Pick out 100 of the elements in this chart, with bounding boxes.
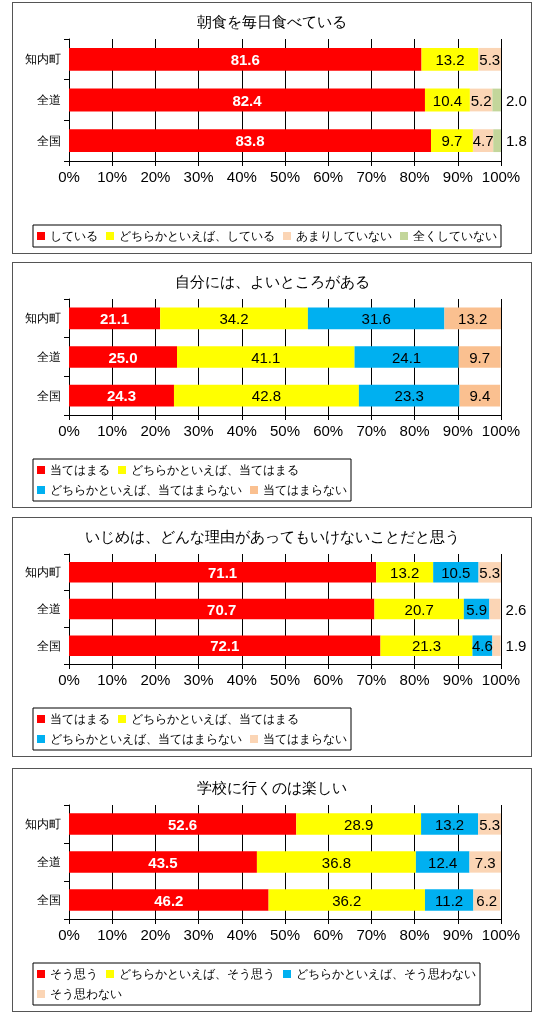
data-label: 9.4 xyxy=(469,387,491,405)
x-tick-label: 40% xyxy=(226,168,257,185)
data-label: 23.3 xyxy=(394,387,424,405)
bar xyxy=(307,307,445,330)
x-tick-label: 50% xyxy=(269,422,301,439)
bar xyxy=(354,346,459,368)
data-label: 12.4 xyxy=(428,853,458,871)
data-label: 9.7 xyxy=(469,348,491,366)
legend-label: どちらかといえば、そう思わない xyxy=(296,967,476,981)
bar xyxy=(69,88,425,112)
data-label: 46.2 xyxy=(154,891,184,909)
bar xyxy=(69,47,422,71)
x-tick-label: 40% xyxy=(226,671,257,688)
x-tick-label: 60% xyxy=(313,168,344,185)
data-label: 82.4 xyxy=(232,91,263,109)
legend-label: している xyxy=(50,229,98,243)
bar xyxy=(421,47,479,71)
data-label: 24.3 xyxy=(106,387,137,405)
x-tick-label: 0% xyxy=(58,926,80,943)
x-tick-label: 10% xyxy=(97,671,128,688)
y-tick-label: 全道 xyxy=(37,350,61,364)
data-label: 28.9 xyxy=(344,815,374,833)
bar xyxy=(69,598,375,620)
bar xyxy=(69,813,297,835)
x-tick-label: 100% xyxy=(481,671,521,688)
bar xyxy=(160,307,308,330)
data-label: 13.2 xyxy=(435,50,465,68)
x-tick-label: 80% xyxy=(399,168,430,185)
x-tick-label: 0% xyxy=(58,422,80,439)
data-label: 5.3 xyxy=(479,563,501,581)
data-label: 71.1 xyxy=(207,563,238,581)
chart-title: いじめは、どんな理由があってもいけないことだと思う xyxy=(84,528,460,545)
x-tick-label: 50% xyxy=(269,168,301,185)
x-tick-label: 90% xyxy=(442,168,473,185)
data-label: 41.1 xyxy=(251,348,281,366)
x-tick-label: 50% xyxy=(269,671,301,688)
x-tick-label: 80% xyxy=(399,422,430,439)
bar xyxy=(374,598,464,620)
data-label: 52.6 xyxy=(168,815,198,833)
x-tick-label: 90% xyxy=(442,671,473,688)
x-tick-label: 20% xyxy=(140,422,171,439)
bar xyxy=(69,562,377,583)
data-label: 21.1 xyxy=(99,309,130,327)
bar xyxy=(69,129,432,153)
x-tick-label: 90% xyxy=(442,422,473,439)
data-label: 1.9 xyxy=(505,637,527,655)
bar xyxy=(173,384,359,407)
legend-label: 当てはまる xyxy=(50,463,110,477)
x-tick-label: 100% xyxy=(481,926,521,943)
y-tick-label: 知内町 xyxy=(25,52,61,67)
data-label: 25.0 xyxy=(108,348,138,366)
data-label: 9.7 xyxy=(441,132,463,150)
data-label: 6.2 xyxy=(476,891,498,909)
data-label: 2.6 xyxy=(505,600,527,618)
data-label: 13.2 xyxy=(434,815,465,833)
legend-label: 当てはまる xyxy=(50,712,110,726)
data-label: 4.6 xyxy=(471,637,493,655)
data-label: 11.2 xyxy=(435,891,464,909)
legend-label: あまりしていない xyxy=(296,229,392,243)
y-tick-label: 全道 xyxy=(37,93,61,107)
x-tick-label: 60% xyxy=(313,671,344,688)
x-tick-label: 20% xyxy=(140,671,171,688)
legend-label: どちらかといえば、当てはまらない xyxy=(50,732,242,746)
bar xyxy=(256,851,416,873)
chart-title: 自分には、よいところがある xyxy=(174,273,370,290)
x-tick-label: 80% xyxy=(399,671,430,688)
x-tick-label: 60% xyxy=(313,422,344,439)
bar xyxy=(469,851,501,873)
x-tick-label: 20% xyxy=(140,926,171,943)
data-label: 5.3 xyxy=(479,50,501,68)
legend-label: どちらかといえば、当てはまる xyxy=(131,463,299,477)
data-label: 4.7 xyxy=(472,132,494,150)
data-label: 36.2 xyxy=(332,891,362,909)
bar xyxy=(493,129,501,153)
x-tick-label: 0% xyxy=(58,671,80,688)
data-label: 13.2 xyxy=(390,563,420,581)
data-label: 70.7 xyxy=(207,600,237,618)
x-tick-label: 0% xyxy=(58,168,80,185)
y-tick-label: 知内町 xyxy=(25,817,61,831)
legend-label: どちらかといえば、当てはまらない xyxy=(50,483,242,497)
legend-label: そう思う xyxy=(50,967,98,981)
y-tick-label: 全国 xyxy=(37,388,61,403)
bar xyxy=(376,562,434,583)
data-label: 20.7 xyxy=(404,600,434,618)
y-tick-label: 全国 xyxy=(37,133,61,148)
bar xyxy=(415,851,470,873)
bar xyxy=(489,598,501,620)
x-tick-label: 80% xyxy=(399,926,430,943)
chart-title: 朝食を毎日食べている xyxy=(197,13,347,30)
bar xyxy=(69,889,269,911)
legend-label: 当てはまらない xyxy=(263,483,347,497)
bar xyxy=(380,635,473,656)
bar xyxy=(69,346,177,368)
chart-title: 学校に行くのは楽しい xyxy=(197,779,347,796)
x-tick-label: 70% xyxy=(356,671,387,688)
bar xyxy=(69,635,381,656)
bar xyxy=(431,129,473,153)
data-label: 7.3 xyxy=(474,853,496,871)
data-label: 5.2 xyxy=(470,91,492,109)
bar xyxy=(296,813,422,835)
